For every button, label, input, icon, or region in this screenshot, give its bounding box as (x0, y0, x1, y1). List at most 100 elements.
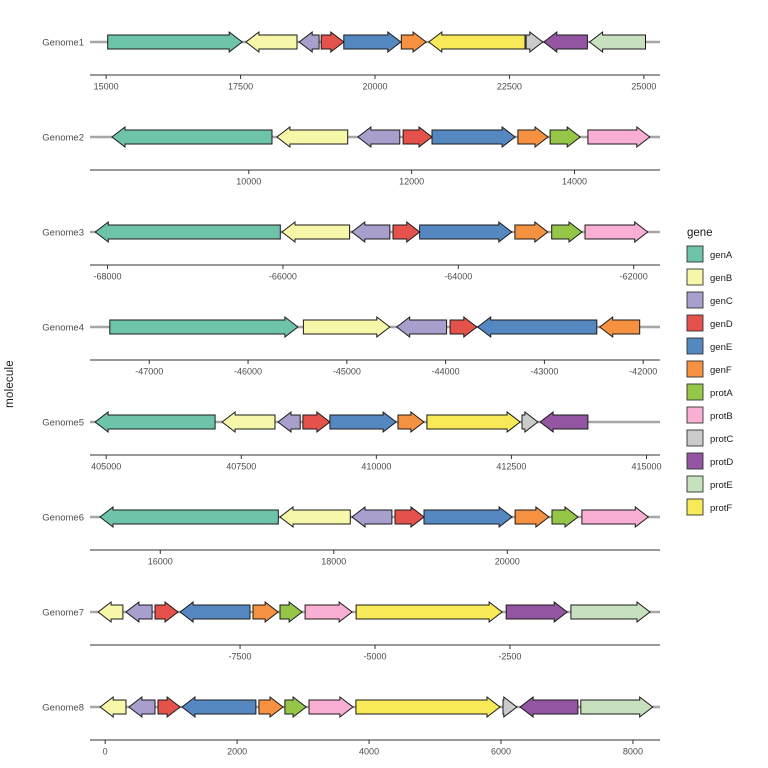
legend-entry-protE: protE (686, 475, 733, 493)
legend-key-swatch (686, 360, 704, 378)
gene-arrow-protD (505, 600, 569, 624)
gene-arrow-genB (97, 600, 124, 624)
gene-arrow-genC (298, 30, 320, 54)
gene-arrow-genD (394, 505, 425, 529)
gene-arrow-protC (525, 30, 544, 54)
axis-tick-label: 410000 (361, 462, 391, 472)
genome-label: Genome6 (42, 513, 84, 524)
legend-entry-label: genC (710, 296, 733, 307)
axis-tick-label: 10000 (236, 177, 261, 187)
axis-tick-label: 412500 (496, 462, 526, 472)
gene-arrow-genB (279, 505, 351, 529)
gene-arrow-genE (329, 410, 397, 434)
axis-tick-label: 25000 (631, 82, 656, 92)
gene-arrow-protE (588, 30, 646, 54)
genome-row-Genome4: Genome4 -47000 -46000 -45000 -44000 -43000 -42… (42, 315, 660, 377)
axis-tick-label: -44000 (432, 367, 460, 377)
gene-arrow-genB (276, 125, 349, 149)
axis-tick-label: -43000 (530, 367, 558, 377)
gene-arrow-genD (157, 695, 181, 719)
gene-arrow-genD (449, 315, 478, 339)
axis-tick-label: 415000 (631, 462, 661, 472)
axis-tick-label: 0 (103, 747, 108, 757)
legend-entry-genF: genF (686, 360, 732, 378)
legend-entry-genC: genC (686, 291, 733, 309)
axis-tick-label: -66000 (269, 272, 297, 282)
genome-label: Genome3 (42, 228, 84, 239)
legend-entry-genE: genE (686, 337, 732, 355)
gene-arrow-genF (514, 505, 550, 529)
axis-tick-label: 4000 (359, 747, 379, 757)
gene-arrow-genE (476, 315, 598, 339)
legend-key-swatch (686, 314, 704, 332)
gene-arrow-genC (350, 220, 391, 244)
gene-arrow-protB (584, 220, 649, 244)
gene-arrow-genA (109, 315, 299, 339)
genome-row-Genome2: Genome2 10000 12000 14000 (42, 125, 660, 187)
legend-key-swatch (686, 268, 704, 286)
gene-arrow-genF (397, 410, 425, 434)
gene-arrow-genF (514, 220, 549, 244)
axis-tick-label: 8000 (623, 747, 643, 757)
legend-entry-protB: protB (686, 406, 733, 424)
gene-arrow-protF (427, 30, 526, 54)
gene-arrow-genA (107, 30, 244, 54)
genome-label: Genome4 (42, 323, 84, 334)
genome-row-Genome5: Genome5 405000 407500 410000 412500 415000 (42, 410, 662, 472)
gene-arrow-protC (502, 695, 518, 719)
axis-tick-label: -7500 (229, 652, 252, 662)
gene-arrow-genD (320, 30, 345, 54)
gene-arrow-protA (284, 695, 307, 719)
y-axis-title: molecule (4, 360, 16, 408)
gene-arrow-genD (154, 600, 179, 624)
axis-tick-label: -5000 (363, 652, 386, 662)
legend-entry-protF: protF (686, 498, 732, 516)
gene-arrow-protA (551, 220, 583, 244)
axis-tick-label: 17500 (228, 82, 253, 92)
legend-entry-label: protC (710, 434, 733, 445)
genome-label: Genome1 (42, 38, 84, 49)
gene-arrow-genB (221, 410, 276, 434)
gene-arrow-genB (281, 220, 351, 244)
gene-arrow-genB (245, 30, 298, 54)
gene-arrow-genF (400, 30, 427, 54)
gene-arrow-genF (258, 695, 284, 719)
legend-entry-genA: genA (686, 245, 733, 263)
legend-key-swatch (686, 429, 704, 447)
gene-arrow-protC (521, 410, 539, 434)
gene-arrow-genA (111, 125, 273, 149)
axis-tick-label: -42000 (629, 367, 657, 377)
gene-arrow-genE (419, 220, 513, 244)
axis-tick-label: 407500 (226, 462, 256, 472)
genome-row-Genome1: Genome1 15000 17500 20000 22500 25000 (42, 30, 660, 92)
genome-label: Genome5 (42, 418, 84, 429)
gene-arrow-genC (395, 315, 448, 339)
legend-entry-label: protF (710, 503, 732, 514)
axis-tick-label: 6000 (491, 747, 511, 757)
gene-arrow-genC (357, 125, 401, 149)
gene-arrow-protA (551, 505, 579, 529)
genome-row-Genome6: Genome6 16000 18000 20000 (42, 505, 660, 567)
genome-row-Genome8: Genome8 0 2000 4000 6000 8000 (42, 695, 660, 757)
gene-arrow-protD (542, 30, 588, 54)
legend-entry-label: protA (710, 388, 733, 399)
gene-arrow-genC (351, 505, 393, 529)
gene-arrow-genB (99, 695, 127, 719)
legend-entry-genB: genB (686, 268, 732, 286)
legend-key-swatch (686, 475, 704, 493)
gene-arrow-genE (431, 125, 516, 149)
genome-label: Genome8 (42, 703, 84, 714)
gene-arrow-protE (580, 695, 654, 719)
axis-tick-label: 12000 (399, 177, 424, 187)
gene-arrow-genF (598, 315, 641, 339)
gene-arrow-protD (519, 695, 579, 719)
legend-key-swatch (686, 406, 704, 424)
gene-arrow-protB (581, 505, 650, 529)
legend-key-swatch (686, 245, 704, 263)
legend-entry-label: genF (710, 365, 732, 376)
gene-arrow-genC (277, 410, 301, 434)
gene-arrow-genD (402, 125, 433, 149)
legend-key-swatch (686, 337, 704, 355)
legend-entry-protA: protA (686, 383, 733, 401)
